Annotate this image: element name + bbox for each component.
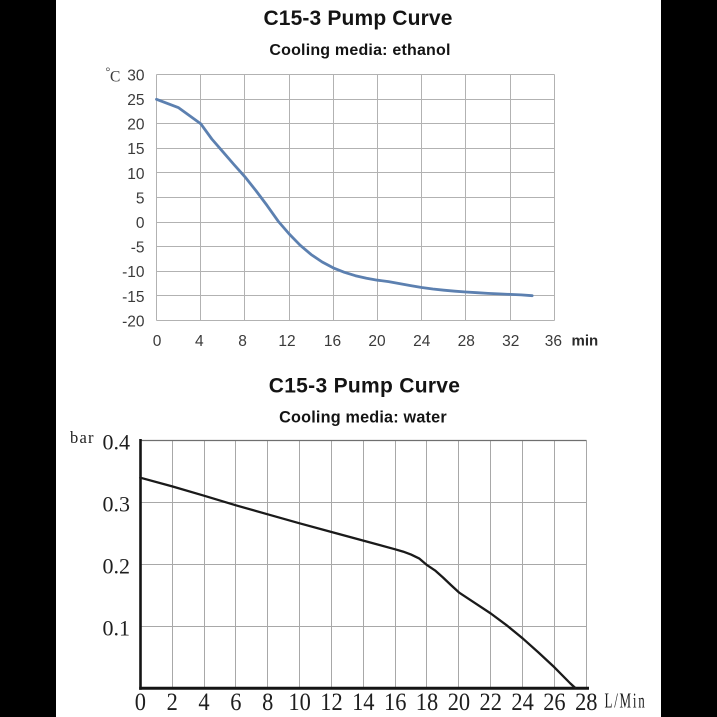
svg-text:0.2: 0.2 [103,554,131,579]
svg-text:C15-3 Pump Curve: C15-3 Pump Curve [269,374,461,397]
svg-text:5: 5 [136,190,145,207]
svg-text:24: 24 [511,689,533,717]
svg-text:8: 8 [262,689,273,717]
svg-text:0: 0 [135,689,146,717]
svg-text:Cooling media: water: Cooling media: water [279,409,447,427]
svg-text:20: 20 [368,333,386,350]
svg-text:8: 8 [238,333,247,350]
svg-text:20: 20 [448,689,470,717]
svg-text:16: 16 [324,333,341,350]
svg-text:12: 12 [278,333,295,350]
svg-text:10: 10 [127,166,145,183]
svg-text:C15-3 Pump Curve: C15-3 Pump Curve [263,7,452,30]
svg-text:24: 24 [413,333,431,350]
svg-text:20: 20 [127,117,145,134]
svg-text:-15: -15 [122,289,144,306]
svg-text:26: 26 [543,689,565,717]
svg-text:36: 36 [545,333,562,350]
svg-text:2: 2 [167,689,178,717]
svg-text:-5: -5 [131,240,145,257]
svg-text:28: 28 [458,333,475,350]
svg-text:25: 25 [127,92,144,109]
svg-text:C: C [110,69,120,86]
svg-text:0.4: 0.4 [103,429,131,454]
svg-text:6: 6 [230,689,241,717]
svg-text:0: 0 [136,215,145,232]
svg-text:10: 10 [288,689,310,717]
svg-text:28: 28 [575,689,597,717]
svg-text:0: 0 [153,333,162,350]
svg-text:0.1: 0.1 [103,616,131,641]
svg-text:14: 14 [352,689,374,717]
svg-text:-20: -20 [122,313,145,330]
svg-text:16: 16 [384,689,406,717]
svg-text:min: min [572,333,599,350]
svg-text:0.3: 0.3 [103,491,131,516]
svg-text:°: ° [106,65,111,79]
svg-text:L/Min: L/Min [605,688,647,712]
svg-text:32: 32 [502,333,519,350]
svg-text:4: 4 [198,689,209,717]
svg-text:4: 4 [195,333,204,350]
svg-text:-10: -10 [122,264,145,281]
svg-text:bar: bar [70,428,95,447]
svg-text:12: 12 [320,689,342,717]
svg-text:30: 30 [127,67,145,84]
svg-text:18: 18 [416,689,438,717]
svg-text:Cooling media: ethanol: Cooling media: ethanol [269,42,450,59]
svg-text:22: 22 [479,689,501,717]
svg-text:15: 15 [127,141,144,158]
